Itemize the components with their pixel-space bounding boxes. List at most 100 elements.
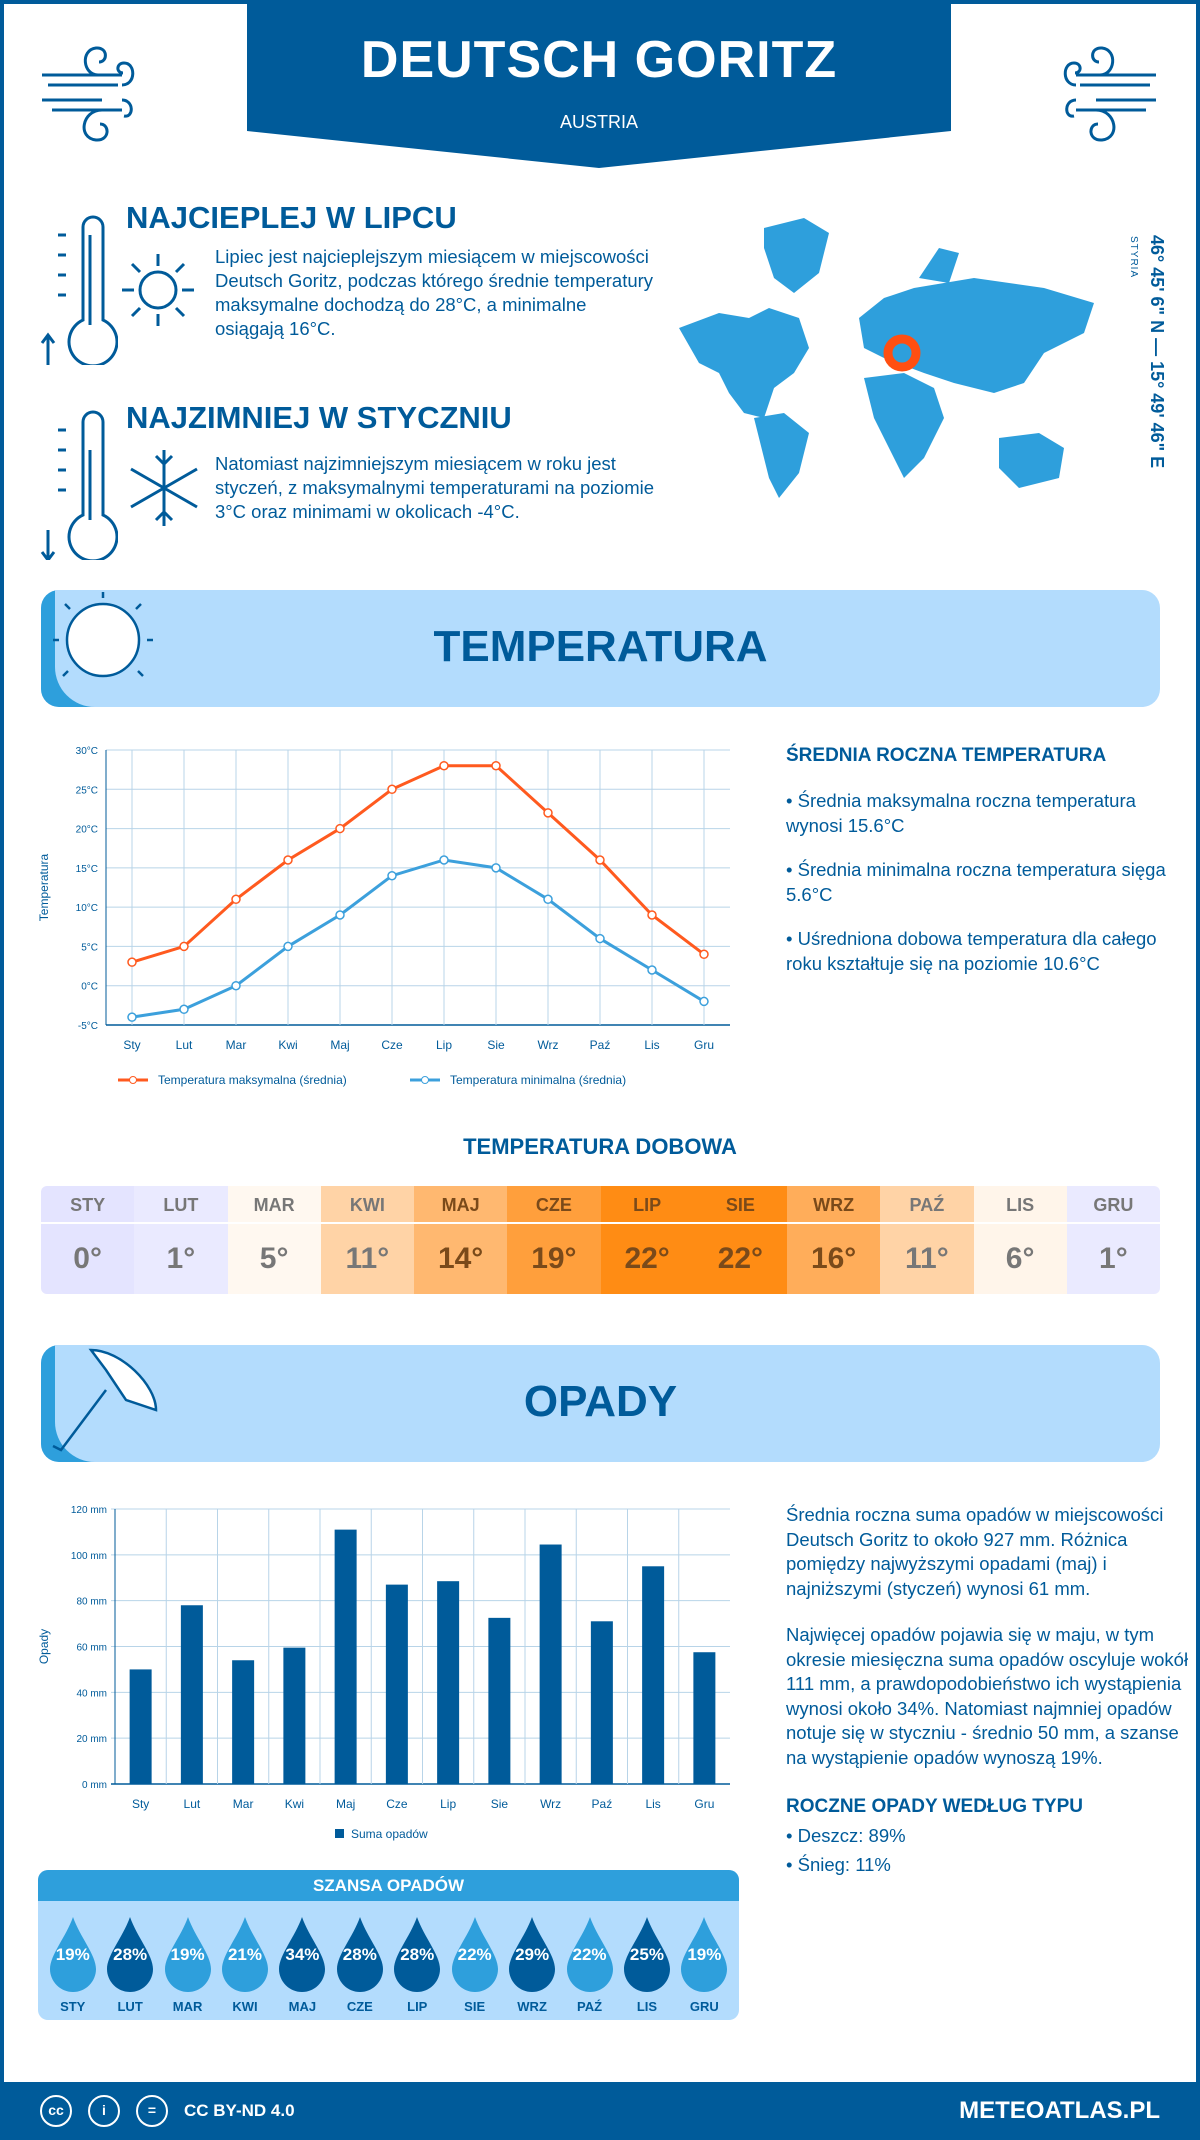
bar [437, 1581, 460, 1784]
bar [180, 1605, 203, 1784]
y-tick-label: 20°C [76, 825, 98, 836]
x-tick-label: Maj [330, 1038, 349, 1052]
y-tick-label: 25°C [76, 785, 98, 796]
precip-chance-item: 28% LUT [101, 1901, 158, 2014]
raindrop-icon [49, 1917, 96, 1992]
bar [283, 1647, 306, 1784]
raindrop-icon [509, 1917, 556, 1992]
daily-month: MAJ [414, 1186, 508, 1224]
bar [642, 1566, 665, 1784]
wind-icon [1063, 46, 1156, 142]
bar [385, 1584, 408, 1784]
chance-month: MAR [172, 1999, 203, 2014]
precipitation-chart: 0 mm 20 mm 40 mm 60 mm 80 mm 100 mm 120 mm Opad… [37, 1505, 730, 1841]
data-point [595, 933, 605, 944]
sun-icon [122, 254, 194, 326]
x-tick-label: Lis [644, 1038, 659, 1052]
x-tick-label: Lut [176, 1038, 193, 1052]
chance-month: PAŹ [576, 1999, 603, 2014]
x-tick-label: Paź [592, 1797, 613, 1811]
legend-label: Temperatura maksymalna (średnia) [158, 1073, 347, 1087]
precip-section-header: OPADY [41, 1345, 1160, 1462]
daily-month: LIS [973, 1186, 1067, 1224]
temp-bullet-avg: • Uśredniona dobowa temperatura dla całe… [786, 928, 1157, 974]
y-tick-label: 10°C [76, 903, 98, 914]
daily-value: 11° [905, 1242, 949, 1275]
data-point [387, 784, 397, 795]
data-point [595, 855, 605, 865]
daily-value: 11° [345, 1242, 390, 1275]
header-banner [247, 0, 951, 168]
data-point [647, 965, 657, 975]
data-point [491, 863, 501, 873]
chance-value: 28% [400, 1945, 435, 1964]
daily-temp-cell: MAJ 14° [414, 1186, 508, 1294]
x-tick-label: Wrz [540, 1797, 561, 1811]
coordinates: 46° 45' 6" N — 15° 49' 46" E [1147, 235, 1167, 469]
raindrop-icon [107, 1917, 154, 1992]
precip-chance-item: 22% SIE [446, 1901, 503, 2014]
chance-value: 28% [342, 1945, 377, 1964]
y-tick-label: 80 mm [76, 1597, 107, 1608]
raindrop-icon [221, 1917, 268, 1992]
thermometer-down-icon [40, 410, 118, 560]
precip-chance-item: 19% MAR [159, 1901, 216, 2014]
precip-para-1: Średnia roczna suma opadów w miejscowośc… [786, 1504, 1164, 1599]
cc-icon: cc [40, 2095, 72, 2127]
daily-month: SIE [693, 1186, 787, 1224]
daily-temp-cell: CZE 19° [507, 1186, 601, 1294]
y-tick-label: 15°C [76, 864, 98, 875]
x-tick-label: Gru [694, 1797, 714, 1811]
temp-summary-title: ŚREDNIA ROCZNA TEMPERATURA [786, 745, 1107, 766]
no-derivatives-icon: = [136, 2095, 168, 2127]
x-tick-label: Kwi [285, 1797, 304, 1811]
chance-month: STY [60, 1999, 86, 2014]
raindrop-icon [164, 1917, 211, 1992]
bar [590, 1621, 613, 1784]
site-link[interactable]: METEOATLAS.PL [959, 2097, 1160, 2124]
warmest-title: NAJCIEPLEJ W LIPCU [126, 200, 457, 235]
data-point [231, 894, 241, 905]
y-tick-label: 5°C [81, 942, 98, 953]
chance-value: 21% [227, 1945, 262, 1964]
x-tick-label: Cze [386, 1797, 408, 1811]
raindrop-icon [394, 1917, 441, 1992]
data-point [543, 808, 553, 818]
x-tick-label: Lip [436, 1038, 452, 1052]
precip-chance-item: 29% WRZ [503, 1901, 560, 2014]
footer: cc i = CC BY-ND 4.0 METEOATLAS.PL [0, 2082, 1200, 2140]
chance-month: CZE [346, 1999, 373, 2014]
data-point [491, 760, 501, 771]
chance-value: 34% [285, 1945, 320, 1964]
chance-value: 19% [170, 1945, 205, 1964]
thermometer-up-icon [40, 215, 118, 365]
bar [232, 1660, 255, 1784]
x-tick-label: Cze [381, 1038, 403, 1052]
x-tick-label: Sie [487, 1038, 505, 1052]
temp-summary: ŚREDNIA ROCZNA TEMPERATURA • Średnia mak… [786, 745, 1190, 976]
daily-temp-cell: GRU 1° [1066, 1186, 1160, 1294]
daily-month: LUT [134, 1186, 228, 1224]
data-point [699, 949, 709, 960]
world-map [679, 218, 1094, 498]
y-axis-label: Opady [37, 1629, 51, 1664]
precip-type-title: ROCZNE OPADY WEDŁUG TYPU [786, 1796, 1083, 1817]
precip-title: OPADY [523, 1377, 678, 1426]
data-point [127, 957, 137, 967]
temp-bullet-min: • Średnia minimalna roczna temperatura s… [786, 859, 1166, 905]
daily-month: WRZ [787, 1186, 881, 1224]
y-tick-label: 100 mm [71, 1551, 107, 1562]
daily-value: 6° [1005, 1242, 1035, 1275]
daily-month: MAR [227, 1186, 321, 1224]
x-tick-label: Mar [233, 1797, 254, 1811]
legend-marker [421, 1076, 429, 1084]
raindrop-icon [566, 1917, 613, 1992]
legend-swatch [335, 1829, 344, 1838]
daily-temp-title: TEMPERATURA DOBOWA [463, 1134, 737, 1159]
chance-value: 19% [687, 1945, 722, 1964]
chance-month: GRU [689, 1999, 719, 2014]
daily-month: STY [41, 1186, 135, 1224]
x-tick-label: Lip [440, 1797, 456, 1811]
chance-month: KWI [232, 1999, 258, 2014]
precip-chance-item: 19% STY [44, 1901, 101, 2014]
